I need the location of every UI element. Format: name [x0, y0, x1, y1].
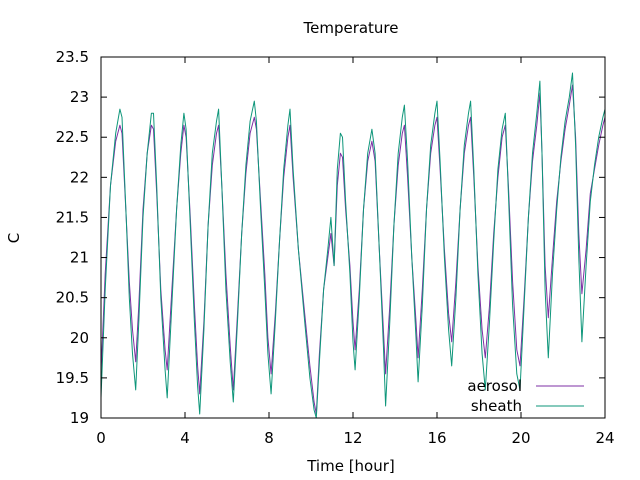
plot-frame: [100, 56, 606, 419]
x-axis-label: Time [hour]: [306, 457, 395, 475]
chart-title: Temperature: [302, 19, 398, 37]
y-tick-label: 21: [70, 249, 89, 267]
x-tick-label: 24: [595, 429, 614, 447]
y-tick-label: 19: [70, 409, 89, 427]
legend: aerosol sheath: [467, 377, 584, 415]
series-line-aerosol: [100, 84, 606, 415]
y-tick-label: 20.5: [56, 289, 89, 307]
y-tick-label: 19.5: [56, 369, 89, 387]
x-tick-label: 0: [96, 429, 106, 447]
series-layer: [100, 72, 606, 419]
x-tick-label: 20: [511, 429, 530, 447]
legend-label-aerosol: aerosol: [467, 377, 522, 395]
y-axis-label: C: [5, 233, 23, 243]
y-tick-label: 22.5: [56, 128, 89, 146]
y-tick-label: 23: [70, 88, 89, 106]
series-line-sheath: [100, 72, 606, 419]
y-tick-label: 20: [70, 329, 89, 347]
y-tick-label: 21.5: [56, 208, 89, 226]
y-tick-label: 23.5: [56, 48, 89, 66]
x-tick-label: 4: [180, 429, 190, 447]
x-tick-label: 12: [343, 429, 362, 447]
y-axis: 19 19.5 20 20.5 21 21.5 22 22.5 23 23.5: [56, 48, 605, 427]
legend-label-sheath: sheath: [471, 397, 522, 415]
x-tick-label: 16: [427, 429, 446, 447]
y-tick-label: 22: [70, 168, 89, 186]
x-axis: 0 4 8 12 16 20 24: [96, 57, 615, 447]
x-tick-label: 8: [264, 429, 274, 447]
